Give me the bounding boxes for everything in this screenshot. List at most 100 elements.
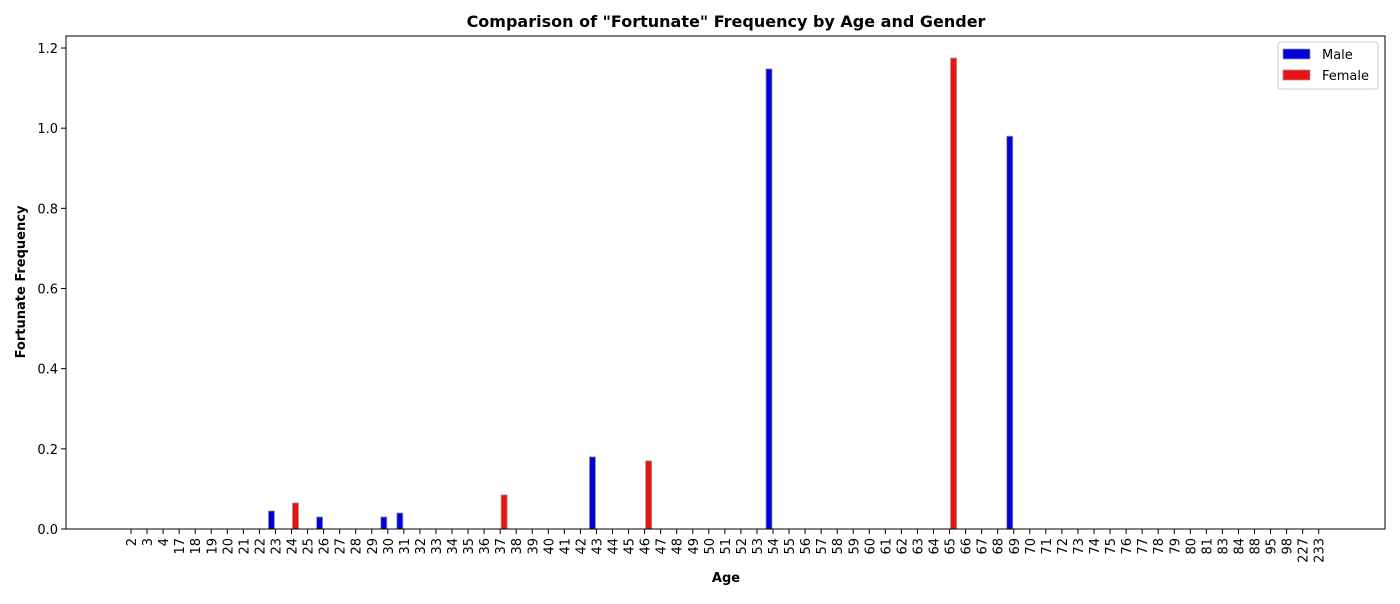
bar-male-69 [1006, 135, 1014, 530]
y-axis-label: Fortunate Frequency [14, 205, 29, 358]
x-tick-label: 19 [205, 538, 220, 555]
x-tick-label: 63 [911, 538, 926, 555]
x-tick-label: 23 [269, 538, 284, 555]
bar-male-31 [396, 512, 404, 530]
x-tick-label: 233 [1313, 538, 1328, 563]
x-tick-label: 68 [992, 538, 1007, 555]
x-tick-label: 84 [1232, 538, 1247, 555]
x-tick-label: 26 [318, 538, 333, 555]
x-tick-label: 75 [1104, 538, 1119, 555]
x-tick-label: 44 [607, 538, 622, 555]
x-tick-label: 35 [462, 538, 477, 555]
x-tick-label: 21 [237, 538, 252, 555]
x-tick-label: 38 [510, 538, 525, 555]
x-tick-label: 57 [815, 538, 830, 555]
x-tick-label: 67 [976, 538, 991, 555]
x-tick-label: 60 [863, 538, 878, 555]
y-tick-label: 1.0 [37, 122, 58, 137]
x-tick-label: 83 [1216, 538, 1231, 555]
x-tick-label: 28 [350, 538, 365, 555]
legend-label-male: Male [1322, 48, 1353, 63]
x-tick-label: 29 [366, 538, 381, 555]
x-tick-label: 32 [414, 538, 429, 555]
y-ticks-group: 0.0 0.2 0.4 0.6 0.8 1.0 1.2 [37, 42, 66, 538]
x-tick-label: 64 [928, 538, 943, 555]
x-tick-label: 59 [847, 538, 862, 555]
x-tick-label: 76 [1120, 538, 1135, 555]
x-tick-label: 95 [1265, 538, 1280, 555]
x-axis-label: Age [712, 571, 740, 586]
x-tick-label: 58 [831, 538, 846, 555]
x-tick-label: 72 [1056, 538, 1071, 555]
x-tick-label: 27 [334, 538, 349, 555]
legend-swatch-male [1282, 48, 1311, 60]
x-tick-label: 37 [494, 538, 509, 555]
x-tick-label: 33 [430, 538, 445, 555]
x-tick-label: 3 [141, 538, 156, 546]
x-tick-label: 88 [1249, 538, 1264, 555]
x-tick-label: 78 [1152, 538, 1167, 555]
x-tick-label: 79 [1168, 538, 1183, 555]
legend-label-female: Female [1322, 69, 1369, 84]
bar-male-30 [380, 516, 388, 530]
x-tick-label: 43 [590, 538, 605, 555]
x-tick-label: 41 [558, 538, 573, 555]
bar-female-24 [292, 502, 299, 530]
x-tick-label: 50 [703, 538, 718, 555]
x-tick-label: 70 [1024, 538, 1039, 555]
x-tick-label: 52 [735, 538, 750, 555]
y-tick-label: 0.8 [37, 202, 58, 217]
x-tick-label: 69 [1008, 538, 1023, 555]
x-tick-label: 30 [382, 538, 397, 555]
legend-swatch-female [1282, 69, 1311, 81]
bars-group [268, 57, 1014, 530]
x-tick-label: 65 [944, 538, 959, 555]
x-tick-label: 31 [398, 538, 413, 555]
y-tick-label: 1.2 [37, 42, 58, 57]
x-tick-label: 39 [526, 538, 541, 555]
x-tick-label: 74 [1088, 538, 1103, 555]
bar-female-65 [950, 57, 957, 530]
y-tick-label: 0.6 [37, 283, 58, 298]
x-tick-label: 22 [253, 538, 268, 555]
x-tick-label: 56 [799, 538, 814, 555]
x-tick-label: 47 [655, 538, 670, 555]
x-tick-label: 81 [1200, 538, 1215, 555]
x-tick-label: 55 [783, 538, 798, 555]
bar-male-23 [268, 510, 275, 530]
x-tick-label: 40 [542, 538, 557, 555]
x-ticks-group: 2 3 4 17 18 19 20 21 22 23 24 25 26 27 28 29 30 31 32 33 34 3… [125, 529, 1328, 563]
bar-male-43 [589, 456, 596, 530]
x-tick-label: 36 [478, 538, 493, 555]
x-tick-label: 61 [879, 538, 894, 555]
bar-male-54 [765, 68, 773, 530]
x-tick-label: 77 [1136, 538, 1151, 555]
x-tick-label: 4 [157, 538, 172, 546]
x-tick-label: 53 [751, 538, 766, 555]
x-tick-label: 45 [623, 538, 638, 555]
x-tick-label: 42 [574, 538, 589, 555]
bar-female-37 [500, 494, 508, 530]
x-tick-label: 24 [286, 538, 301, 555]
x-tick-label: 51 [719, 538, 734, 555]
x-tick-label: 71 [1040, 538, 1055, 555]
x-tick-label: 80 [1184, 538, 1199, 555]
x-tick-label: 17 [173, 538, 188, 555]
x-tick-label: 34 [446, 538, 461, 555]
x-tick-label: 62 [895, 538, 910, 555]
x-tick-label: 54 [767, 538, 782, 555]
x-tick-label: 18 [189, 538, 204, 555]
x-tick-label: 2 [125, 538, 140, 546]
x-tick-label: 46 [639, 538, 654, 555]
y-tick-label: 0.4 [37, 363, 58, 378]
bar-male-26 [316, 516, 324, 530]
x-tick-label: 98 [1281, 538, 1296, 555]
x-tick-label: 73 [1072, 538, 1087, 555]
x-tick-label: 20 [221, 538, 236, 555]
y-tick-label: 0.2 [37, 443, 58, 458]
x-tick-label: 227 [1297, 538, 1312, 563]
x-tick-label: 66 [960, 538, 975, 555]
plot-frame [65, 35, 1386, 530]
